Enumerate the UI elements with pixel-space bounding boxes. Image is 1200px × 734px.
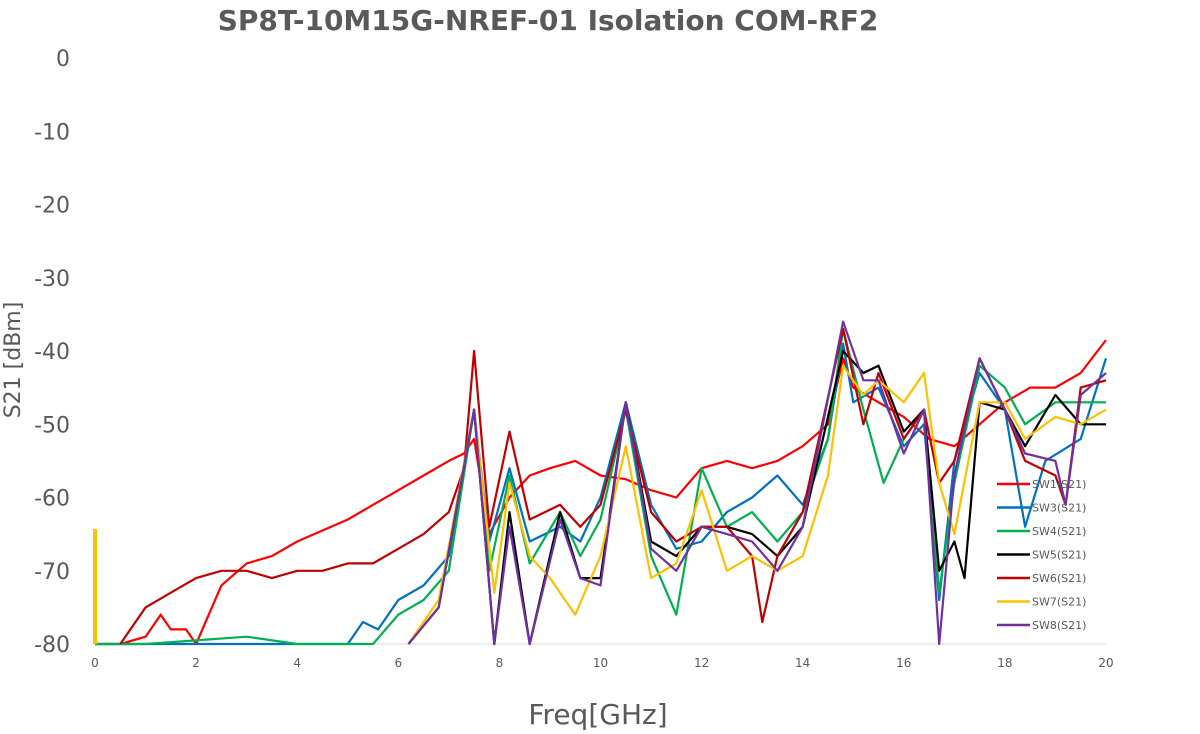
- legend-label: SW1(S21): [1032, 478, 1086, 491]
- y-tick-label: -30: [34, 267, 70, 292]
- y-tick-label: -80: [34, 633, 70, 658]
- x-tick-label: 8: [496, 656, 504, 670]
- marker-bar: [93, 528, 97, 644]
- x-tick-label: 10: [593, 656, 608, 670]
- x-tick-label: 12: [694, 656, 709, 670]
- x-tick-label: 2: [192, 656, 200, 670]
- series-lines: [95, 320, 1108, 646]
- x-tick-label: 6: [394, 656, 402, 670]
- y-tick-label: -20: [34, 194, 70, 219]
- x-tick-label: 4: [293, 656, 301, 670]
- y-axis-label: S21 [dBm]: [1, 302, 26, 419]
- y-tick-label: -70: [34, 560, 70, 585]
- series-line-1: [95, 339, 1107, 646]
- legend-label: SW5(S21): [1032, 549, 1086, 562]
- x-tick-label: 16: [896, 656, 911, 670]
- series-line-7: [407, 320, 1107, 646]
- legend: SW1(S21) SW3(S21) SW4(S21) SW5(S21) SW6(S21)…: [997, 478, 1086, 632]
- y-tick-label: -40: [34, 340, 70, 365]
- y-tick-label: -10: [34, 120, 70, 145]
- chart-title: SP8T-10M15G-NREF-01 Isolation COM-RF2: [218, 4, 879, 37]
- x-axis-label: Freq[GHz]: [528, 698, 667, 731]
- y-axis-ticks: 0 -10 -20 -30 -40 -50 -60 -70 -80: [34, 47, 70, 658]
- x-tick-label: 20: [1098, 656, 1113, 670]
- x-tick-label: 14: [795, 656, 810, 670]
- y-tick-label: -60: [34, 487, 70, 512]
- x-axis-ticks: 0 2 4 6 8 10 12 14 16 18 20: [91, 656, 1113, 670]
- series-line-2: [95, 342, 1108, 646]
- y-tick-label: 0: [56, 47, 70, 72]
- legend-label: SW4(S21): [1032, 525, 1086, 538]
- y-tick-label: -50: [34, 413, 70, 438]
- x-tick-label: 18: [997, 656, 1012, 670]
- x-tick-label: 0: [91, 656, 99, 670]
- legend-label: SW3(S21): [1032, 502, 1086, 515]
- legend-label: SW8(S21): [1032, 619, 1086, 632]
- legend-label: SW7(S21): [1032, 596, 1086, 609]
- legend-label: SW6(S21): [1032, 572, 1086, 585]
